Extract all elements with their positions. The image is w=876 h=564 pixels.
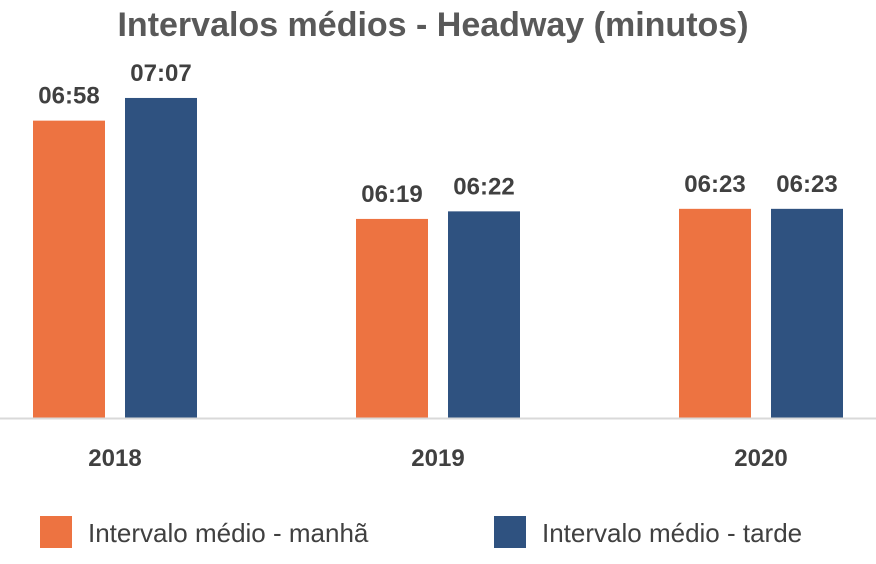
category-label-2020: 2020 bbox=[734, 445, 787, 472]
category-label-2018: 2018 bbox=[88, 445, 141, 472]
bar-2018-manha bbox=[33, 120, 105, 418]
bar-2018-tarde bbox=[125, 97, 197, 419]
bar-2019-tarde bbox=[448, 211, 520, 418]
legend-label-tarde: Intervalo médio - tarde bbox=[542, 518, 802, 548]
category-labels-layer: 2018 2019 2020 bbox=[88, 445, 787, 472]
chart-title: Intervalos médios - Headway (minutos) bbox=[117, 6, 748, 44]
data-label-2020-tarde: 06:23 bbox=[776, 171, 837, 198]
data-label-2018-manha: 06:58 bbox=[38, 83, 99, 110]
data-label-2019-tarde: 06:22 bbox=[453, 173, 514, 200]
data-label-2020-manha: 06:23 bbox=[684, 171, 745, 198]
category-label-2019: 2019 bbox=[411, 445, 464, 472]
bars-layer bbox=[33, 97, 843, 419]
data-label-2018-tarde: 07:07 bbox=[130, 60, 191, 87]
bar-2020-manha bbox=[679, 208, 751, 418]
legend: Intervalo médio - manhã Intervalo médio -… bbox=[40, 516, 802, 548]
legend-swatch-manha bbox=[40, 516, 72, 548]
bar-2019-manha bbox=[356, 218, 428, 418]
legend-swatch-tarde bbox=[494, 516, 526, 548]
bar-2020-tarde bbox=[771, 208, 843, 418]
data-labels-layer: 06:58 07:07 06:19 06:22 06:23 06:23 bbox=[38, 60, 837, 208]
legend-label-manha: Intervalo médio - manhã bbox=[88, 518, 369, 548]
data-label-2019-manha: 06:19 bbox=[361, 181, 422, 208]
